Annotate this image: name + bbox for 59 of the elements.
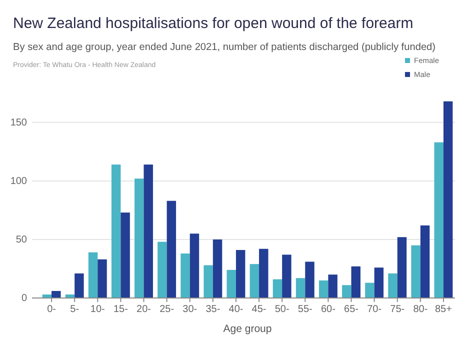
chart-title: New Zealand hospitalisations for open wound of the forearm: [13, 15, 414, 32]
x-tick-label: 10-: [90, 304, 105, 316]
bar: [88, 252, 98, 298]
bar: [420, 225, 430, 298]
bar: [388, 273, 398, 298]
y-tick-label: 50: [16, 234, 28, 246]
bar: [226, 270, 236, 298]
bar: [180, 254, 190, 298]
bar: [342, 285, 352, 298]
y-tick-label: 0: [21, 293, 28, 304]
x-tick-label: 40-: [228, 304, 244, 316]
bar: [236, 250, 246, 298]
bar: [328, 274, 338, 298]
bar: [434, 142, 444, 298]
x-tick-label: 45-: [252, 304, 266, 316]
chart-subtitle: By sex and age group, year ended June 2021, number of patients discharged (publicly funded): [13, 42, 436, 53]
bar: [134, 178, 144, 298]
x-tick-label: 70-: [367, 304, 382, 316]
bar: [158, 242, 167, 298]
bar: [190, 234, 200, 298]
x-tick-label: 65-: [344, 304, 358, 316]
x-tick-label: 80-: [413, 304, 428, 316]
x-tick-label: 85+: [434, 304, 452, 316]
bar: [212, 239, 222, 298]
x-axis-title: Age group: [223, 323, 272, 335]
x-tick-label: 75-: [390, 304, 405, 316]
bar: [272, 279, 282, 298]
x-tick-label: 55-: [298, 304, 312, 316]
bar: [120, 212, 130, 298]
x-tick-label: 30-: [182, 304, 198, 316]
bar: [111, 164, 121, 298]
bar: [74, 273, 84, 298]
y-tick-label: 150: [10, 118, 28, 129]
bar: [282, 254, 292, 298]
x-tick-label: 20-: [136, 304, 151, 316]
bar: [374, 268, 384, 298]
bar: [397, 237, 407, 298]
x-tick-label: 5-: [70, 304, 80, 316]
x-tick-label: 60-: [320, 304, 336, 316]
x-tick-label: 25-: [160, 304, 174, 316]
bar: [204, 265, 213, 298]
bar: [411, 245, 420, 298]
x-tick-label: 0-: [47, 304, 56, 316]
bar: [318, 280, 328, 298]
bar: [443, 101, 453, 298]
bar: [250, 264, 260, 298]
bar: [296, 278, 306, 298]
bar: [305, 262, 314, 298]
bar: [166, 200, 176, 298]
bar: [259, 248, 268, 298]
y-tick-label: 100: [10, 176, 28, 188]
bar: [351, 266, 360, 298]
bar: [144, 164, 153, 298]
bar: [52, 290, 61, 298]
x-tick-label: 15-: [113, 304, 128, 316]
x-tick-label: 50-: [274, 304, 290, 316]
x-tick-label: 35-: [206, 304, 220, 316]
bar: [98, 259, 107, 298]
bar: [365, 282, 374, 298]
